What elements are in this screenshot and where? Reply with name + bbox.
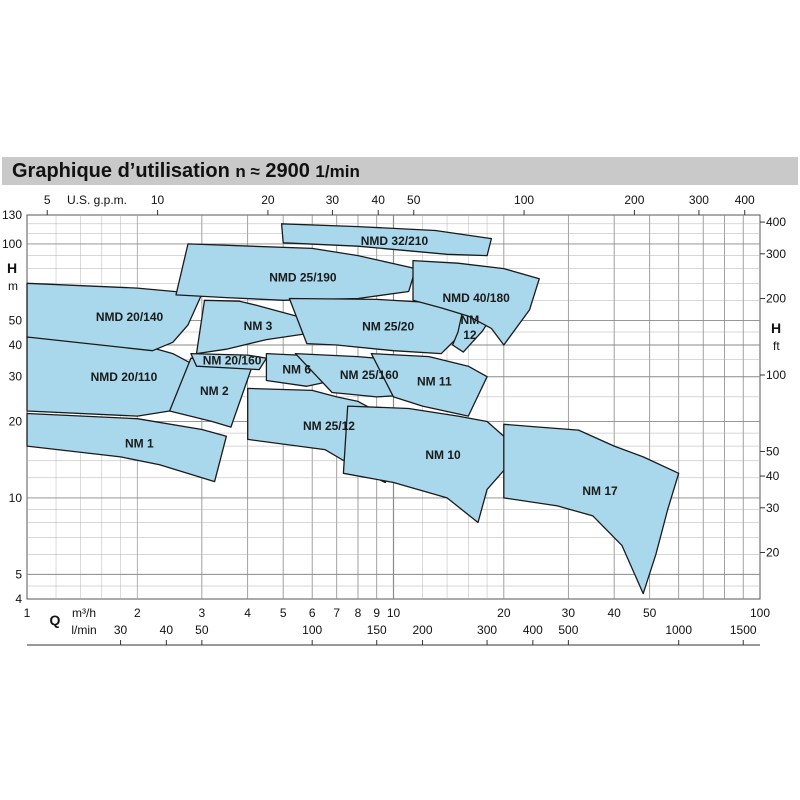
- y-tick-label-m: 5: [15, 567, 22, 581]
- x-tick-label-lmin: 100: [302, 623, 322, 637]
- y-tick-label-ft: 30: [766, 501, 780, 515]
- y-tick-label-ft: 400: [766, 215, 786, 229]
- region-label-nm-12: NM: [461, 313, 480, 327]
- region-label-nm-20-160: NM 20/160: [203, 354, 262, 368]
- y-tick-label-m: 50: [9, 313, 23, 327]
- y-tick-label-m: 40: [9, 338, 23, 352]
- y-tick-label-m: 30: [9, 370, 23, 384]
- region-label-nm-1: NM 1: [125, 436, 154, 450]
- x-tick-label-lmin: 40: [160, 623, 174, 637]
- x-tick-label-m3h: 30: [562, 606, 576, 620]
- y-tick-label-ft: 20: [766, 546, 780, 560]
- region-nm-20-160: [190, 352, 268, 371]
- region-label-nm-11: NM 11: [417, 375, 452, 389]
- x-tick-label-m3h: 20: [497, 606, 511, 620]
- x-tick-label-lmin: 1500: [730, 623, 757, 637]
- x-tick-label-lmin: 400: [523, 623, 543, 637]
- region-nmd-32-210: [280, 223, 493, 257]
- region-label-nmd-25-190: NMD 25/190: [269, 271, 337, 285]
- region-label-nmd-32-210: NMD 32/210: [361, 234, 429, 248]
- y-tick-label-m: 20: [9, 414, 23, 428]
- region-label-nm-2: NM 2: [200, 384, 229, 398]
- region-label-nm-17: NM 17: [582, 484, 618, 498]
- region-label-nmd-40-180: NMD 40/180: [442, 291, 510, 305]
- x-tick-label-lmin: 150: [367, 623, 387, 637]
- x-tick-label-lmin: 500: [558, 623, 578, 637]
- speed-value: 2900: [265, 160, 310, 182]
- x-tick-label-m3h: 50: [643, 606, 657, 620]
- speed-unit: 1/min: [315, 162, 360, 181]
- x-tick-label-m3h: 3: [199, 606, 206, 620]
- y-tick-label-m: 10: [9, 491, 23, 505]
- x-tick-label-m3h: 6: [309, 606, 316, 620]
- region-nmd-25-190: [175, 243, 417, 301]
- y-tick-label-ft: 50: [766, 444, 780, 458]
- region-nmd-40-180: [412, 259, 540, 346]
- x-tick-label-m3h: 9: [373, 606, 380, 620]
- speed-prefix: n ≈: [235, 162, 260, 181]
- title-main: Graphique d’utilisation: [12, 160, 230, 182]
- x-tick-label-lmin: 200: [413, 623, 433, 637]
- y-tick-label-m: 100: [2, 237, 22, 251]
- region-label-nmd-20-110: NMD 20/110: [91, 370, 158, 384]
- x-tick-label-gpm: 50: [407, 193, 421, 207]
- y-axis-unit-left: m: [8, 279, 18, 293]
- region-label-nm-10: NM 10: [425, 448, 461, 462]
- region-nm-1: [26, 412, 228, 483]
- x-tick-label-m3h: 10: [387, 606, 401, 620]
- x-tick-label-m3h: 40: [607, 606, 621, 620]
- x-tick-label-gpm: 200: [624, 193, 644, 207]
- y-tick-label-m: 130: [2, 208, 22, 222]
- x-tick-label-gpm: 5: [44, 193, 51, 207]
- region-nm-25-20: [288, 297, 469, 355]
- x-tick-label-m3h: 7: [333, 606, 340, 620]
- y-axis-unit-right: ft: [773, 339, 780, 353]
- x-axis-label: Q: [50, 612, 61, 628]
- x-unit-lmin: l/min: [71, 623, 96, 637]
- y-axis-label-right: H: [771, 320, 781, 336]
- region-nm-10: [342, 405, 520, 524]
- y-axis-label-left: H: [7, 260, 17, 276]
- x-tick-label-lmin: 1000: [665, 623, 692, 637]
- x-tick-label-gpm: 30: [326, 193, 340, 207]
- title-bar: Graphique d’utilisation n ≈ 2900 1/min: [2, 157, 798, 185]
- y-tick-label-ft: 100: [766, 368, 786, 382]
- x-tick-label-gpm: 100: [514, 193, 534, 207]
- x-tick-label-gpm: 40: [372, 193, 386, 207]
- top-axis-label: U.S. g.p.m.: [67, 193, 127, 207]
- y-tick-label-ft: 300: [766, 247, 786, 261]
- region-label-nmd-20-140: NMD 20/140: [96, 310, 164, 324]
- x-tick-label-gpm: 300: [689, 193, 709, 207]
- chart-title: Graphique d’utilisation n ≈ 2900 1/min: [12, 160, 360, 183]
- x-unit-m3h: m³/h: [72, 606, 96, 620]
- region-nmd-20-140: [26, 282, 203, 352]
- region-nm-11: [370, 352, 488, 417]
- region-label-nm-12-2: 12: [463, 328, 477, 342]
- x-tick-label-gpm: 10: [151, 193, 165, 207]
- x-tick-label-m3h: 1: [24, 606, 31, 620]
- x-tick-label-lmin: 30: [114, 623, 128, 637]
- region-label-nm-3: NM 3: [244, 319, 273, 333]
- y-tick-label-m: 4: [15, 592, 22, 606]
- x-tick-label-m3h: 8: [355, 606, 362, 620]
- region-label-nm-25-12: NM 25/12: [303, 419, 355, 433]
- region-nm-17: [503, 423, 680, 595]
- x-tick-label-m3h: 100: [750, 606, 770, 620]
- x-tick-label-lmin: 50: [195, 623, 209, 637]
- region-label-nm-25-160: NM 25/160: [340, 368, 399, 382]
- region-label-nm-25-20: NM 25/20: [362, 320, 414, 334]
- x-tick-label-lmin: 300: [477, 623, 497, 637]
- y-tick-label-ft: 200: [766, 292, 786, 306]
- x-tick-label-m3h: 5: [280, 606, 287, 620]
- x-tick-label-gpm: 400: [735, 193, 755, 207]
- x-tick-label-m3h: 2: [134, 606, 141, 620]
- y-tick-label-ft: 40: [766, 469, 780, 483]
- x-tick-label-gpm: 20: [261, 193, 275, 207]
- region-label-nm-6: NM 6: [282, 362, 311, 376]
- x-tick-label-m3h: 4: [244, 606, 251, 620]
